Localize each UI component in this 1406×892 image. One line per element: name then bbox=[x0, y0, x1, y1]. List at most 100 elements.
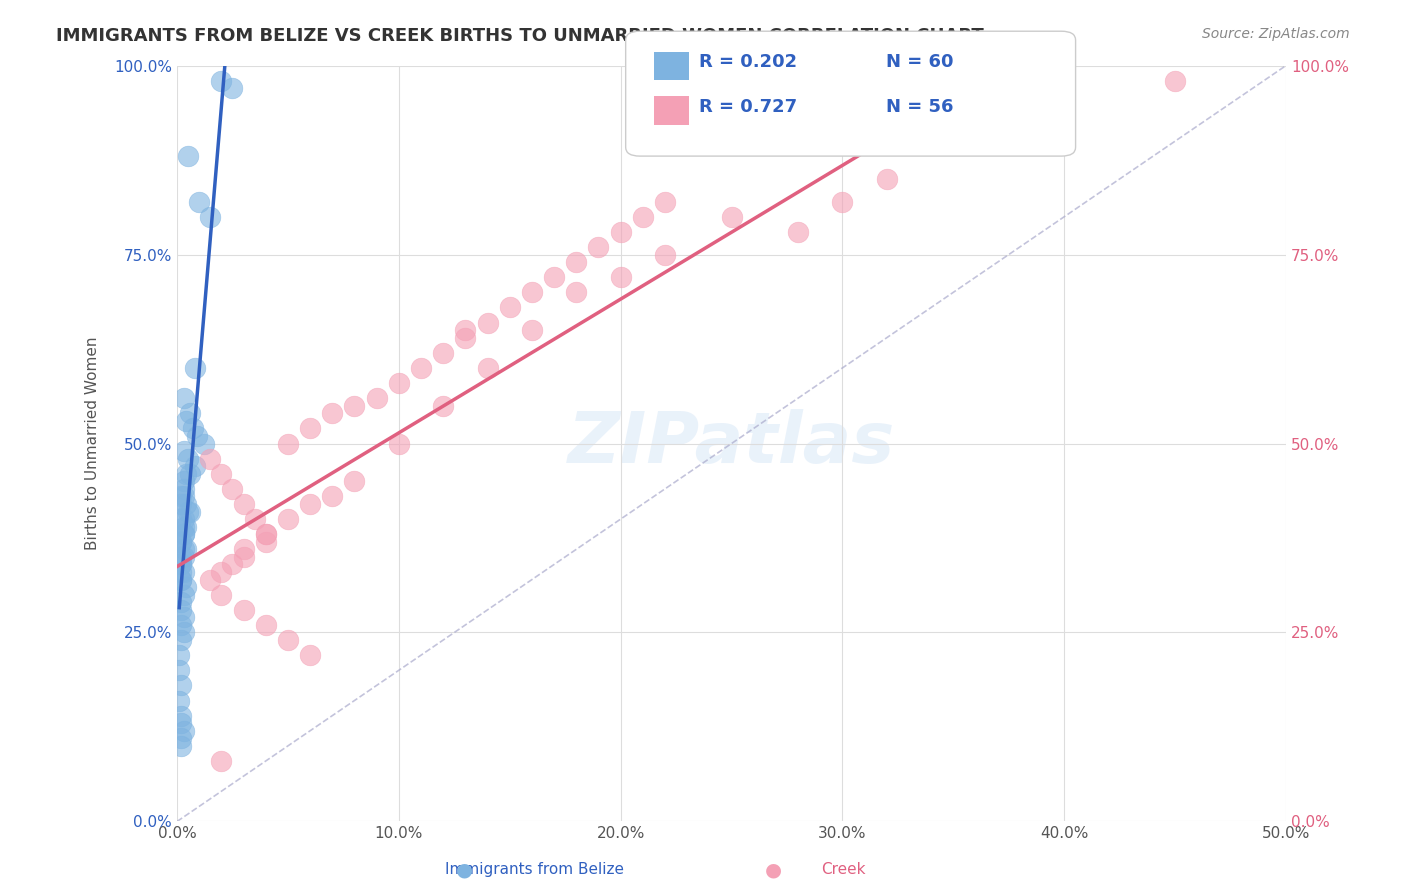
Point bbox=[173, 610, 195, 624]
Text: N = 56: N = 56 bbox=[886, 98, 953, 116]
Point bbox=[173, 490, 195, 504]
Point bbox=[254, 527, 277, 541]
Text: N = 60: N = 60 bbox=[886, 54, 953, 71]
Point bbox=[170, 573, 193, 587]
Point bbox=[170, 490, 193, 504]
Point bbox=[277, 436, 299, 450]
Point bbox=[173, 527, 195, 541]
Point bbox=[366, 391, 388, 405]
Point bbox=[170, 731, 193, 746]
Point bbox=[173, 549, 195, 564]
Point bbox=[388, 436, 411, 450]
Point bbox=[170, 558, 193, 572]
Point bbox=[188, 194, 211, 209]
Point bbox=[179, 467, 201, 481]
Point bbox=[186, 429, 208, 443]
Point bbox=[193, 436, 215, 450]
Point bbox=[388, 376, 411, 390]
Point bbox=[232, 497, 254, 511]
Point bbox=[169, 663, 191, 677]
Text: Creek: Creek bbox=[821, 863, 866, 877]
Point bbox=[477, 316, 499, 330]
Point bbox=[173, 519, 195, 533]
Point bbox=[343, 475, 366, 489]
Point bbox=[277, 633, 299, 648]
Point bbox=[173, 542, 195, 557]
Y-axis label: Births to Unmarried Women: Births to Unmarried Women bbox=[86, 337, 100, 550]
Point bbox=[454, 323, 477, 337]
Point bbox=[609, 225, 631, 239]
Text: ZIPatlas: ZIPatlas bbox=[568, 409, 896, 478]
Point bbox=[200, 451, 222, 466]
Text: Source: ZipAtlas.com: Source: ZipAtlas.com bbox=[1202, 27, 1350, 41]
Point bbox=[543, 270, 565, 285]
Point bbox=[173, 527, 195, 541]
Text: Immigrants from Belize: Immigrants from Belize bbox=[444, 863, 624, 877]
Point bbox=[173, 588, 195, 602]
Point bbox=[170, 534, 193, 549]
Point bbox=[477, 360, 499, 375]
Point bbox=[181, 421, 204, 435]
Point bbox=[179, 504, 201, 518]
Point bbox=[343, 399, 366, 413]
Point bbox=[565, 255, 588, 269]
Point bbox=[520, 285, 543, 300]
Point bbox=[174, 414, 197, 428]
Point bbox=[184, 459, 207, 474]
Point bbox=[609, 270, 631, 285]
Point bbox=[232, 603, 254, 617]
Point bbox=[243, 512, 266, 526]
Point bbox=[169, 648, 191, 662]
Point bbox=[184, 360, 207, 375]
Point bbox=[232, 542, 254, 557]
Point bbox=[169, 693, 191, 707]
Point bbox=[299, 648, 322, 662]
Point bbox=[1008, 134, 1031, 148]
Point bbox=[654, 247, 676, 261]
Point bbox=[173, 482, 195, 496]
Point bbox=[209, 73, 232, 87]
Point bbox=[170, 497, 193, 511]
Point bbox=[170, 565, 193, 579]
Point bbox=[787, 225, 810, 239]
Point bbox=[170, 595, 193, 609]
Point bbox=[170, 534, 193, 549]
Point bbox=[1053, 81, 1076, 95]
Point bbox=[631, 210, 654, 224]
Point bbox=[209, 565, 232, 579]
Point bbox=[174, 580, 197, 594]
Point bbox=[177, 451, 200, 466]
Point bbox=[831, 194, 853, 209]
Point bbox=[209, 588, 232, 602]
Point bbox=[174, 497, 197, 511]
Point bbox=[254, 618, 277, 632]
Point bbox=[179, 406, 201, 420]
Point bbox=[170, 633, 193, 648]
Point bbox=[221, 558, 243, 572]
Point bbox=[170, 708, 193, 723]
Point bbox=[170, 549, 193, 564]
Point bbox=[177, 504, 200, 518]
Point bbox=[173, 512, 195, 526]
Point bbox=[170, 512, 193, 526]
Point bbox=[170, 716, 193, 731]
Point bbox=[720, 210, 742, 224]
Text: ●: ● bbox=[456, 860, 472, 880]
Point bbox=[499, 301, 522, 315]
Point bbox=[299, 421, 322, 435]
Point bbox=[170, 558, 193, 572]
Point bbox=[221, 81, 243, 95]
Point bbox=[174, 519, 197, 533]
Point bbox=[520, 323, 543, 337]
Point bbox=[173, 391, 195, 405]
Point bbox=[299, 497, 322, 511]
Point bbox=[173, 723, 195, 738]
Point bbox=[588, 240, 610, 254]
Point bbox=[454, 331, 477, 345]
Point bbox=[170, 603, 193, 617]
Text: IMMIGRANTS FROM BELIZE VS CREEK BIRTHS TO UNMARRIED WOMEN CORRELATION CHART: IMMIGRANTS FROM BELIZE VS CREEK BIRTHS T… bbox=[56, 27, 984, 45]
Point bbox=[173, 565, 195, 579]
Point bbox=[174, 542, 197, 557]
Point bbox=[200, 210, 222, 224]
Point bbox=[170, 739, 193, 753]
